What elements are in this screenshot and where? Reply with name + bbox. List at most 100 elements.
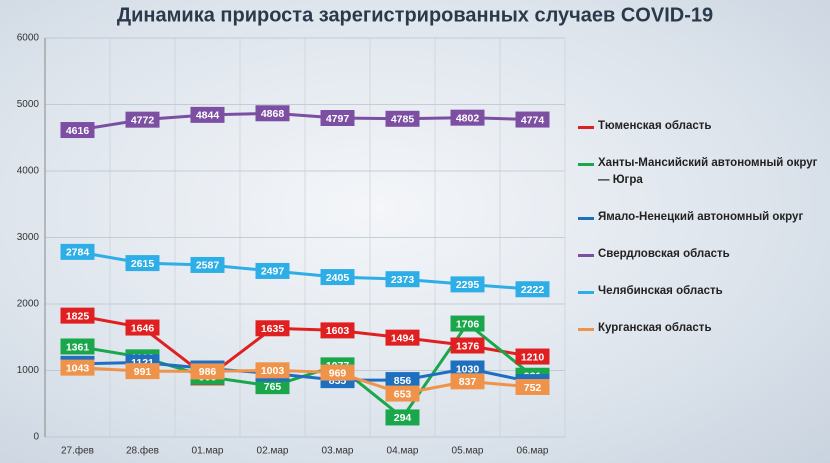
data-label-box [60, 359, 95, 376]
legend-label: Свердловская область [598, 248, 730, 260]
data-label-box [515, 111, 550, 128]
data-label-box [190, 363, 225, 380]
data-label: 4616 [60, 122, 95, 139]
data-label-text: 2295 [456, 279, 480, 291]
data-label-text: 4774 [521, 114, 545, 126]
data-label: 1825 [60, 307, 95, 324]
data-label: 1003 [255, 362, 290, 379]
data-label-box [255, 320, 290, 337]
data-label-text: 1706 [456, 318, 480, 330]
legend-label: Ямало-Ненецкий автономный округ [598, 211, 804, 223]
data-label-text: 653 [394, 388, 412, 400]
data-label: 1603 [320, 322, 355, 339]
data-label-box [125, 255, 160, 272]
data-label-box [190, 106, 225, 123]
legend-swatch [578, 126, 594, 129]
data-label: 1376 [450, 337, 485, 354]
data-label-box [125, 111, 160, 128]
data-label-box [385, 385, 420, 402]
data-label: 1706 [450, 315, 485, 332]
x-tick-label: 27.фев [61, 445, 94, 457]
data-label: 2405 [320, 269, 355, 286]
legend-item: Ханты-Мансийский автономный округ — Югра [578, 155, 818, 189]
data-label: 4797 [320, 109, 355, 126]
data-label-box [60, 307, 95, 324]
y-tick-label: 3000 [17, 232, 40, 243]
legend-swatch [578, 217, 594, 220]
y-tick-label: 4000 [17, 166, 40, 177]
data-label: 2295 [450, 276, 485, 293]
data-label-box [450, 276, 485, 293]
x-tick-label: 02.мар [257, 446, 289, 457]
data-label-text: 4844 [196, 110, 220, 122]
data-label-box [515, 378, 550, 395]
legend-label: Ханты-Мансийский автономный округ — Югра [598, 157, 818, 186]
data-label-box [385, 110, 420, 127]
data-label: 986 [190, 363, 225, 380]
y-tick-label: 5000 [17, 99, 40, 110]
data-label-text: 969 [329, 367, 347, 379]
data-label-box [385, 409, 420, 426]
data-label: 2373 [385, 271, 420, 288]
data-label-text: 1494 [391, 332, 415, 344]
data-label: 1361 [60, 338, 95, 355]
data-label-text: 1361 [66, 341, 90, 353]
data-label: 1646 [125, 319, 160, 336]
y-tick-label: 2000 [17, 299, 40, 310]
data-label-text: 856 [394, 375, 412, 387]
data-label-box [125, 319, 160, 336]
x-tick-label: 05.мар [452, 446, 484, 457]
legend-item: Ямало-Ненецкий автономный округ [578, 209, 818, 226]
data-label: 294 [385, 409, 420, 426]
data-label-box [515, 348, 550, 365]
data-label-box [125, 363, 160, 380]
data-label-box [255, 262, 290, 279]
data-label-text: 986 [199, 366, 217, 378]
data-label: 1494 [385, 329, 420, 346]
legend-label: Курганская область [598, 322, 712, 334]
data-label: 4868 [255, 105, 290, 122]
data-label-box [385, 271, 420, 288]
data-label: 653 [385, 385, 420, 402]
data-label-text: 1030 [456, 363, 480, 375]
data-label-box [60, 122, 95, 139]
data-label: 969 [320, 364, 355, 381]
data-label-text: 4616 [66, 125, 90, 137]
data-label-text: 294 [394, 412, 412, 424]
data-label-box [450, 337, 485, 354]
data-label-text: 4802 [456, 112, 480, 124]
data-label-text: 1376 [456, 340, 480, 352]
data-label-text: 1635 [261, 323, 285, 335]
chart-title: Динамика прироста зарегистрированных слу… [117, 4, 713, 26]
data-label-box [320, 322, 355, 339]
data-label-box [320, 109, 355, 126]
x-tick-label: 04.мар [387, 446, 419, 457]
data-label-box [450, 315, 485, 332]
legend: Тюменская область Ханты-Мансийский автоно… [578, 118, 818, 357]
data-label-box [385, 372, 420, 389]
data-label-box [255, 105, 290, 122]
data-label-text: 1825 [66, 310, 90, 322]
data-label-box [450, 360, 485, 377]
data-label: 991 [125, 363, 160, 380]
data-label-box [320, 364, 355, 381]
data-label: 856 [385, 372, 420, 389]
data-label-text: 1210 [521, 351, 545, 363]
data-label-box [320, 269, 355, 286]
legend-label: Челябинская область [598, 285, 723, 297]
data-label-box [385, 329, 420, 346]
data-label-text: 2497 [261, 266, 285, 278]
data-label-box [60, 338, 95, 355]
data-label: 752 [515, 378, 550, 395]
data-label-text: 765 [264, 381, 282, 393]
legend-swatch [578, 163, 594, 166]
data-label: 2615 [125, 255, 160, 272]
data-label-text: 2587 [196, 260, 220, 272]
data-label-text: 837 [459, 376, 477, 388]
data-label: 4774 [515, 111, 550, 128]
data-label-text: 2405 [326, 272, 350, 284]
legend-swatch [578, 254, 594, 257]
data-label-box [515, 281, 550, 298]
data-label-text: 1043 [66, 362, 90, 374]
